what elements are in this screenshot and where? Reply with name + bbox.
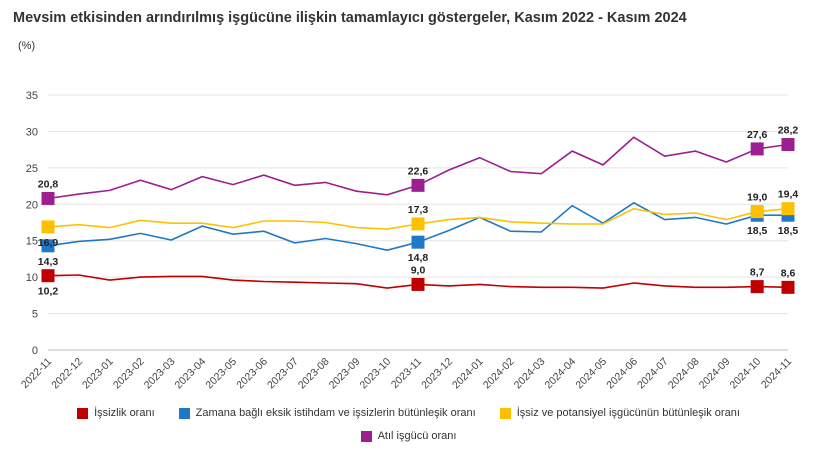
data-label: 14,8 [408,252,429,264]
data-label: 19,0 [747,192,768,204]
x-tick-label: 2024-11 [759,356,794,391]
data-point-marker [411,235,425,249]
x-tick-label: 2023-06 [234,356,270,392]
data-label: 14,3 [38,256,59,268]
y-tick-label: 5 [32,309,38,321]
data-point-marker [41,239,55,253]
x-tick-label: 2023-03 [142,356,178,392]
data-label: 18,5 [778,225,799,237]
x-tick-label: 2023-09 [327,356,363,392]
x-tick-label: 2024-01 [450,356,486,392]
x-tick-label: 2024-09 [697,356,733,392]
legend-label-underemployment: Zamana bağlı eksik istihdam ve işsizleri… [195,407,476,419]
legend-swatch-potential-labour [499,407,511,419]
data-point-marker [411,217,425,231]
data-point-marker [781,280,795,294]
x-tick-label: 2024-03 [512,356,548,392]
y-tick-label: 35 [26,90,38,102]
data-label: 19,4 [778,189,799,201]
x-tick-label: 2023-02 [111,356,147,392]
legend-item-idle-labour[interactable]: Atıl işgücü oranı [360,430,457,442]
x-tick-label: 2023-04 [173,356,209,392]
legend-item-underemployment[interactable]: Zamana bağlı eksik istihdam ve işsizleri… [178,407,476,419]
chart-title: Mevsim etkisinden arındırılmış işgücüne … [13,10,687,26]
data-point-marker [750,142,764,156]
data-label: 10,2 [38,286,59,298]
x-tick-label: 2023-07 [265,356,301,392]
y-tick-label: 20 [26,199,38,211]
data-point-marker [411,178,425,192]
unit-label: (%) [18,40,36,52]
legend-label-potential-labour: İşsiz ve potansiyel işgücünün bütünleşik… [516,407,740,419]
x-tick-label: 2022-11 [19,356,54,391]
legend-swatch-idle-labour [360,430,372,442]
legend-label-idle-labour: Atıl işgücü oranı [377,430,457,442]
data-point-marker [781,138,795,152]
data-point-marker [750,280,764,294]
x-tick-label: 2024-05 [573,356,609,392]
x-tick-label: 2024-08 [666,356,702,392]
data-label: 8,7 [750,267,765,279]
x-tick-label: 2023-12 [419,356,455,392]
x-tick-label: 2024-10 [728,356,764,392]
x-tick-label: 2022-12 [49,356,85,392]
data-label: 16,9 [38,237,59,249]
data-point-marker [41,220,55,234]
data-point-marker [781,202,795,216]
data-label: 18,5 [747,225,768,237]
x-tick-label: 2024-04 [543,356,579,392]
data-label: 9,0 [411,264,426,276]
data-label: 20,8 [38,178,59,190]
data-label: 8,6 [781,267,796,279]
x-tick-label: 2024-07 [635,356,671,392]
y-tick-label: 25 [26,163,38,175]
x-tick-label: 2024-02 [481,356,517,392]
data-point-marker [41,269,55,283]
x-tick-label: 2024-06 [604,356,640,392]
data-point-marker [411,277,425,291]
y-tick-label: 0 [32,345,38,357]
data-label: 27,6 [747,129,768,141]
data-point-marker [41,191,55,205]
x-tick-label: 2023-01 [80,356,116,392]
legend-item-potential-labour[interactable]: İşsiz ve potansiyel işgücünün bütünleşik… [499,407,740,419]
data-point-marker [750,205,764,219]
data-label: 28,2 [778,125,799,137]
legend: İşsizlik oranı Zamana bağlı eksik istihd… [0,407,817,453]
data-label: 17,3 [408,204,429,216]
legend-label-unemployment: İşsizlik oranı [94,407,155,419]
x-tick-label: 2023-05 [203,356,239,392]
x-tick-label: 2023-10 [358,356,394,392]
x-tick-label: 2023-11 [389,356,424,391]
y-tick-label: 30 [26,126,38,138]
legend-swatch-unemployment [77,407,89,419]
x-tick-label: 2023-08 [296,356,332,392]
y-tick-label: 15 [26,236,38,248]
data-label: 22,6 [408,165,429,177]
y-tick-label: 10 [26,272,38,284]
legend-item-unemployment[interactable]: İşsizlik oranı [77,407,155,419]
line-chart: 051015202530352022-112022-122023-012023-… [19,90,799,392]
legend-swatch-underemployment [178,407,190,419]
